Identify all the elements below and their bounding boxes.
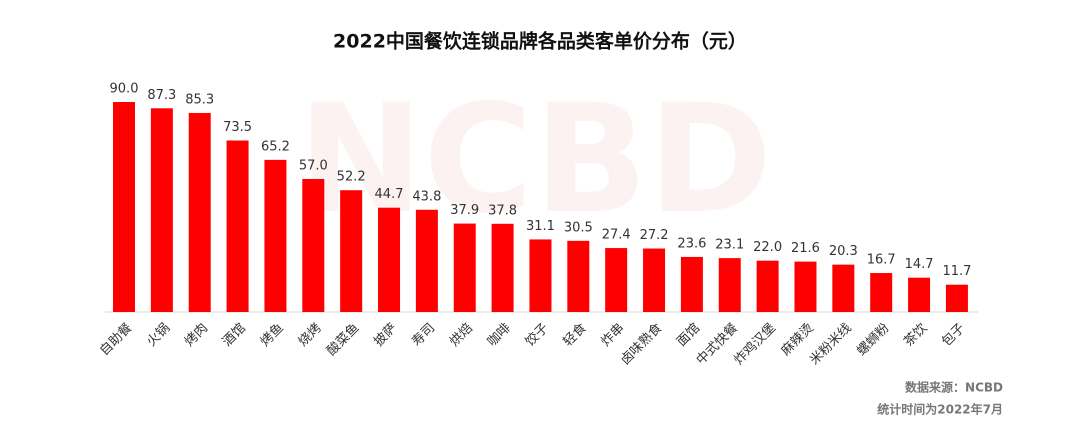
bar [415, 209, 438, 312]
value-label: 23.1 [715, 238, 744, 253]
x-tick-label: 轻食 [560, 320, 590, 350]
x-tick-label: 咖啡 [485, 321, 514, 350]
bar [945, 284, 968, 312]
bar [113, 102, 135, 312]
value-label: 27.2 [640, 228, 669, 243]
bar [794, 261, 817, 312]
value-label: 90.0 [110, 82, 139, 97]
bar [378, 207, 401, 312]
value-label: 30.5 [564, 220, 593, 235]
bar [302, 179, 325, 312]
value-label: 20.3 [829, 244, 858, 259]
bar [264, 159, 287, 312]
value-label: 52.2 [337, 170, 366, 185]
x-tick-label: 自助餐 [96, 320, 135, 359]
date-note: 统计时间为2022年7月 [877, 402, 1003, 417]
value-label: 14.7 [905, 257, 934, 272]
bar [870, 273, 893, 312]
bar [188, 112, 211, 312]
value-label: 27.4 [602, 228, 631, 243]
x-tick-label: 烧烤 [296, 321, 325, 350]
x-tick-label: 螺蛳粉 [854, 321, 892, 359]
value-label: 73.5 [223, 120, 252, 135]
bar [643, 248, 666, 312]
bar [340, 190, 363, 312]
bar [605, 248, 628, 312]
bar [453, 223, 476, 312]
bar [226, 140, 249, 312]
x-tick-label: 火锅 [143, 320, 173, 350]
value-label: 21.6 [791, 241, 820, 256]
x-tick-label: 米粉米线 [807, 321, 854, 368]
value-label: 31.1 [526, 219, 555, 234]
x-tick-label: 炸串 [598, 321, 627, 350]
bar [529, 239, 552, 312]
x-tick-label: 包子 [939, 321, 968, 350]
x-tick-label: 披萨 [371, 321, 400, 350]
x-tick-label: 茶饮 [901, 320, 931, 350]
x-tick-label: 烤肉 [182, 321, 211, 350]
x-tick-label: 烘焙 [447, 321, 476, 350]
value-label: 16.7 [867, 253, 896, 268]
x-tick-label: 卤味熟食 [617, 320, 665, 368]
value-label: 22.0 [753, 240, 782, 255]
value-label: 11.7 [942, 264, 971, 279]
bar [150, 108, 173, 312]
x-tick-label: 烤鱼 [257, 320, 287, 350]
x-tick-label: 面馆 [674, 321, 703, 350]
bar [718, 258, 741, 312]
bar [832, 264, 855, 312]
value-label: 43.8 [412, 189, 441, 204]
source-note: 数据来源：NCBD [905, 380, 1003, 395]
value-label: 37.8 [488, 203, 517, 218]
x-tick-label: 寿司 [409, 321, 438, 350]
x-tick-label: 炸鸡汉堡 [731, 320, 779, 368]
chart-title: 2022中国餐饮连锁品牌各品类客单价分布（元） [333, 30, 747, 53]
value-label: 85.3 [185, 92, 214, 107]
bar [908, 277, 931, 312]
value-label: 65.2 [261, 139, 290, 154]
value-label: 37.9 [450, 203, 479, 218]
value-label: 57.0 [299, 159, 328, 174]
value-label: 23.6 [677, 236, 706, 251]
x-tick-label: 饺子 [523, 321, 552, 350]
value-label: 87.3 [147, 88, 176, 103]
bar [756, 260, 779, 312]
value-label: 44.7 [375, 187, 404, 202]
x-tick-label: 酸菜鱼 [324, 320, 363, 359]
bar [680, 256, 703, 312]
x-tick-label: 酒馆 [220, 321, 249, 350]
bar [491, 223, 514, 312]
watermark: NCBD [298, 73, 772, 247]
bar [567, 240, 590, 312]
